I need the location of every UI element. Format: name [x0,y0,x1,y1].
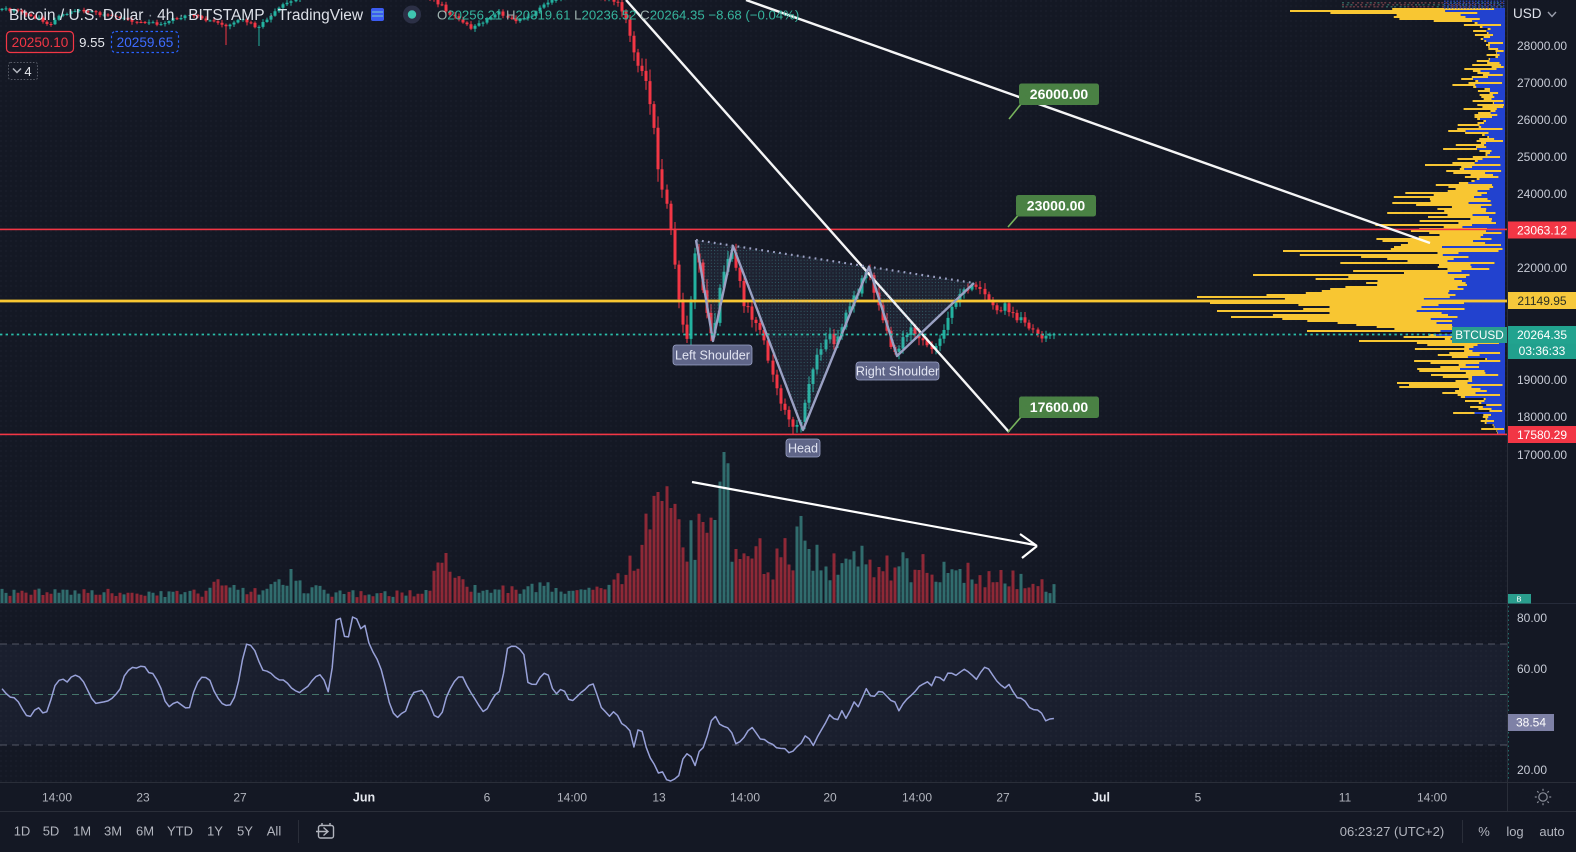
svg-text:9.55: 9.55 [79,35,105,50]
svg-text:28000.00: 28000.00 [1517,39,1567,53]
svg-text:21149.95: 21149.95 [1517,294,1566,308]
svg-text:Jun: Jun [353,791,375,805]
svg-text:60.00: 60.00 [1517,662,1547,676]
svg-text:6: 6 [484,791,491,805]
svg-text:5Y: 5Y [237,824,253,839]
svg-text:18000.00: 18000.00 [1517,410,1567,424]
svg-text:14:00: 14:00 [42,791,72,805]
svg-text:23: 23 [136,791,150,805]
svg-text:17000.00: 17000.00 [1517,448,1567,462]
svg-text:20: 20 [823,791,837,805]
svg-text:4: 4 [24,64,31,79]
svg-text:25000.00: 25000.00 [1517,150,1567,164]
svg-text:log: log [1506,824,1523,839]
svg-text:23000.00: 23000.00 [1027,198,1086,214]
svg-text:1M: 1M [73,824,91,839]
svg-text:20250.10: 20250.10 [12,35,69,50]
svg-text:14:00: 14:00 [557,791,587,805]
svg-text:6M: 6M [136,824,154,839]
svg-text:26000.00: 26000.00 [1030,86,1089,102]
svg-text:%: % [1478,824,1490,839]
svg-text:BTCUSD: BTCUSD [1455,328,1504,342]
svg-text:Left Shoulder: Left Shoulder [675,348,750,362]
svg-text:3M: 3M [104,824,122,839]
svg-text:Bitcoin / U.S. Dollar · 4h · B: Bitcoin / U.S. Dollar · 4h · BITSTAMP · … [9,7,364,24]
svg-text:USD: USD [1513,6,1542,21]
svg-text:1Y: 1Y [207,824,223,839]
svg-text:27: 27 [996,791,1010,805]
svg-text:YTD: YTD [167,824,193,839]
svg-text:17580.29: 17580.29 [1517,428,1567,442]
svg-text:22000.00: 22000.00 [1517,261,1567,275]
svg-text:17600.00: 17600.00 [1030,399,1089,415]
svg-text:1D: 1D [14,824,31,839]
svg-text:19000.00: 19000.00 [1517,373,1567,387]
svg-text:14:00: 14:00 [1417,791,1447,805]
svg-text:80.00: 80.00 [1517,611,1547,625]
svg-text:Jul: Jul [1092,791,1110,805]
svg-text:B: B [1516,595,1521,604]
svg-text:All: All [267,824,282,839]
svg-text:14:00: 14:00 [730,791,760,805]
svg-text:23063.12: 23063.12 [1517,223,1567,237]
svg-text:03:36:33: 03:36:33 [1519,344,1566,358]
svg-text:27000.00: 27000.00 [1517,76,1567,90]
svg-text:06:23:27 (UTC+2): 06:23:27 (UTC+2) [1340,824,1444,839]
svg-text:Head: Head [788,441,818,455]
svg-text:20259.65: 20259.65 [117,35,174,50]
svg-text:27: 27 [233,791,247,805]
svg-text:14:00: 14:00 [902,791,932,805]
svg-text:Right Shoulder: Right Shoulder [856,364,939,378]
svg-text:5: 5 [1195,791,1202,805]
svg-text:11: 11 [1339,791,1352,805]
svg-text:20264.35: 20264.35 [1517,328,1567,342]
svg-text:5D: 5D [43,824,60,839]
svg-text:24000.00: 24000.00 [1517,187,1567,201]
svg-text:38.54: 38.54 [1516,716,1546,730]
svg-text:O20256.21 H20319.61 L20236.52: O20256.21 H20319.61 L20236.52 C20264.35 … [437,8,799,23]
svg-text:13: 13 [652,791,666,805]
svg-text:26000.00: 26000.00 [1517,113,1567,127]
svg-text:20.00: 20.00 [1517,763,1547,777]
svg-text:auto: auto [1539,824,1564,839]
